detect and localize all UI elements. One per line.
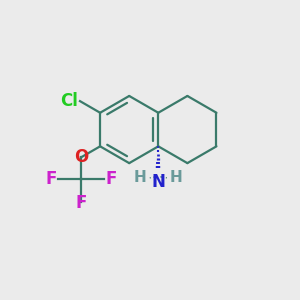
Text: F: F [75, 194, 87, 212]
Text: F: F [46, 170, 57, 188]
Text: H: H [134, 170, 147, 185]
Text: N: N [152, 173, 165, 191]
Text: F: F [105, 170, 116, 188]
Text: Cl: Cl [60, 92, 78, 110]
Text: H: H [170, 170, 183, 185]
Text: O: O [74, 148, 89, 166]
